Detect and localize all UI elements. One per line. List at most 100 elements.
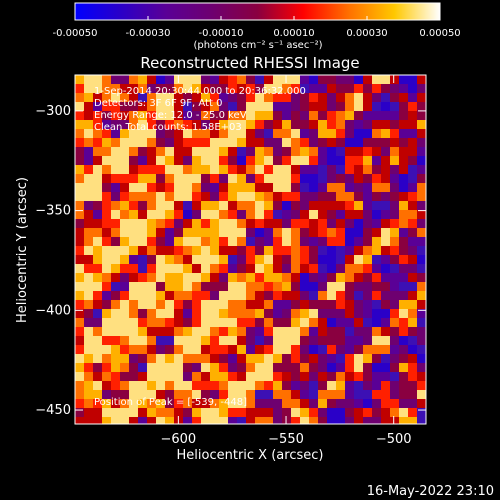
heatmap-cell xyxy=(111,219,121,229)
heatmap-cell xyxy=(120,354,130,364)
heatmap-cell xyxy=(120,381,130,391)
heatmap-cell xyxy=(210,129,220,139)
heatmap-cell xyxy=(84,345,94,355)
heatmap-cell xyxy=(147,156,157,166)
heatmap-cell xyxy=(192,93,202,103)
heatmap-cell xyxy=(300,93,310,103)
heatmap-cell xyxy=(183,228,193,238)
heatmap-cell xyxy=(354,336,364,346)
heatmap-cell xyxy=(120,345,130,355)
heatmap-cell xyxy=(201,363,211,373)
heatmap-cell xyxy=(93,417,103,424)
heatmap-cell xyxy=(264,417,274,424)
heatmap-cell xyxy=(390,183,400,193)
heatmap-cell xyxy=(237,84,247,94)
heatmap-cell xyxy=(102,138,112,148)
heatmap-cell xyxy=(318,390,328,400)
heatmap-cell xyxy=(336,309,346,319)
heatmap-cell xyxy=(219,93,229,103)
heatmap-cell xyxy=(201,156,211,166)
heatmap-cell xyxy=(390,399,400,409)
heatmap-cell xyxy=(381,318,391,328)
heatmap-cell xyxy=(246,354,256,364)
heatmap-cell xyxy=(318,264,328,274)
heatmap-cell xyxy=(336,201,346,211)
heatmap-cell xyxy=(201,102,211,112)
heatmap-cell xyxy=(84,381,94,391)
heatmap-cell xyxy=(372,390,382,400)
heatmap-cell xyxy=(228,408,238,418)
heatmap-cell xyxy=(147,111,157,121)
heatmap-cell xyxy=(201,84,211,94)
heatmap-cell xyxy=(282,417,292,424)
heatmap-cell xyxy=(336,93,346,103)
heatmap-cell xyxy=(291,84,301,94)
heatmap-cell xyxy=(237,210,247,220)
heatmap-cell xyxy=(156,300,166,310)
heatmap-cell xyxy=(363,84,373,94)
heatmap-cell xyxy=(318,273,328,283)
heatmap-cell xyxy=(417,84,426,94)
heatmap-cell xyxy=(390,282,400,292)
heatmap-cell xyxy=(345,390,355,400)
heatmap-cell xyxy=(291,282,301,292)
heatmap-cell xyxy=(336,372,346,382)
heatmap-cell xyxy=(246,300,256,310)
heatmap-cell xyxy=(174,381,184,391)
heatmap-cell xyxy=(84,228,94,238)
heatmap-cell xyxy=(165,417,175,424)
heatmap-cell xyxy=(255,237,265,247)
heatmap-cell xyxy=(228,129,238,139)
heatmap-cell xyxy=(147,399,157,409)
heatmap-cell xyxy=(156,318,166,328)
heatmap-cell xyxy=(354,417,364,424)
heatmap-cell xyxy=(300,120,310,130)
heatmap-cell xyxy=(336,390,346,400)
heatmap-cell xyxy=(318,408,328,418)
heatmap-cell xyxy=(381,210,391,220)
heatmap-cell xyxy=(399,93,409,103)
heatmap-cell xyxy=(255,75,265,85)
heatmap-cell xyxy=(174,300,184,310)
heatmap-cell xyxy=(318,246,328,256)
heatmap-cell xyxy=(417,129,426,139)
heatmap-cell xyxy=(336,228,346,238)
heatmap-cell xyxy=(354,84,364,94)
heatmap-cell xyxy=(147,102,157,112)
heatmap-cell xyxy=(417,120,426,130)
heatmap-cell xyxy=(84,255,94,265)
heatmap-cell xyxy=(408,327,418,337)
heatmap-cell xyxy=(255,138,265,148)
heatmap-cell xyxy=(129,300,139,310)
heatmap-cell xyxy=(156,138,166,148)
heatmap-cell xyxy=(327,381,337,391)
heatmap-cell xyxy=(381,246,391,256)
heatmap-cell xyxy=(84,282,94,292)
heatmap-cell xyxy=(309,246,319,256)
heatmap-cell xyxy=(372,192,382,202)
heatmap-cell xyxy=(183,237,193,247)
heatmap-cell xyxy=(381,327,391,337)
heatmap-cell xyxy=(111,192,121,202)
heatmap-cell xyxy=(165,102,175,112)
heatmap-cell xyxy=(282,129,292,139)
heatmap-cell xyxy=(75,192,85,202)
heatmap-cell xyxy=(75,93,85,103)
heatmap-cell xyxy=(228,201,238,211)
heatmap-cell xyxy=(156,327,166,337)
heatmap-cell xyxy=(156,399,166,409)
heatmap-cell xyxy=(399,102,409,112)
heatmap-cell xyxy=(210,273,220,283)
heatmap-cell xyxy=(282,363,292,373)
heatmap-cell xyxy=(210,165,220,175)
heatmap-cell xyxy=(201,201,211,211)
heatmap-cell xyxy=(120,93,130,103)
heatmap-cell xyxy=(192,390,202,400)
heatmap-cell xyxy=(255,300,265,310)
heatmap-cell xyxy=(111,228,121,238)
heatmap-cell xyxy=(408,408,418,418)
heatmap-cell xyxy=(138,327,148,337)
heatmap-cell xyxy=(84,318,94,328)
heatmap-cell xyxy=(228,318,238,328)
heatmap-cell xyxy=(381,75,391,85)
